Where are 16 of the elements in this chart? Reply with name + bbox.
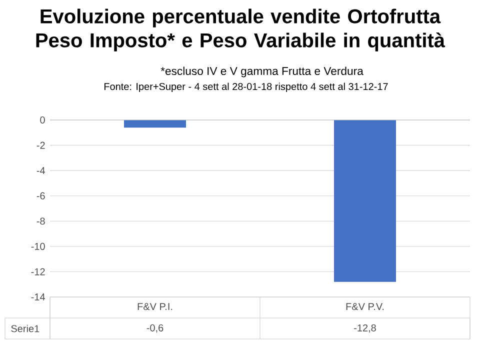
y-tick-label: 0 — [40, 116, 45, 124]
x-tick-label: F&V P.V. — [346, 303, 384, 310]
y-tick-label: -2 — [36, 142, 45, 149]
data-label: -12,8 — [354, 324, 376, 333]
y-tick-label: -6 — [36, 192, 45, 200]
chart-subtitle: *escluso IV e V gamma Frutta e Verdura — [160, 66, 364, 78]
y-tick-label: -4 — [36, 167, 46, 174]
chart-title: Evoluzione percentuale vendite Ortofrutta Peso Imposto* e Peso Variabile in quantità — [36, 8, 446, 52]
y-tick-label: -12 — [31, 268, 45, 276]
y-tick-label: -8 — [36, 218, 45, 225]
source-note: Fonte: Iper+Super - 4 sett al 28-01-18 rispetto 4 sett al 31-12-17 — [104, 82, 388, 92]
y-tick-label: -14 — [31, 294, 46, 300]
x-tick-label: F&V P.I. — [138, 303, 172, 310]
text: Serie1 — [11, 324, 40, 332]
y-tick-label: -10 — [31, 242, 45, 250]
data-label: -0,6 — [146, 324, 164, 333]
